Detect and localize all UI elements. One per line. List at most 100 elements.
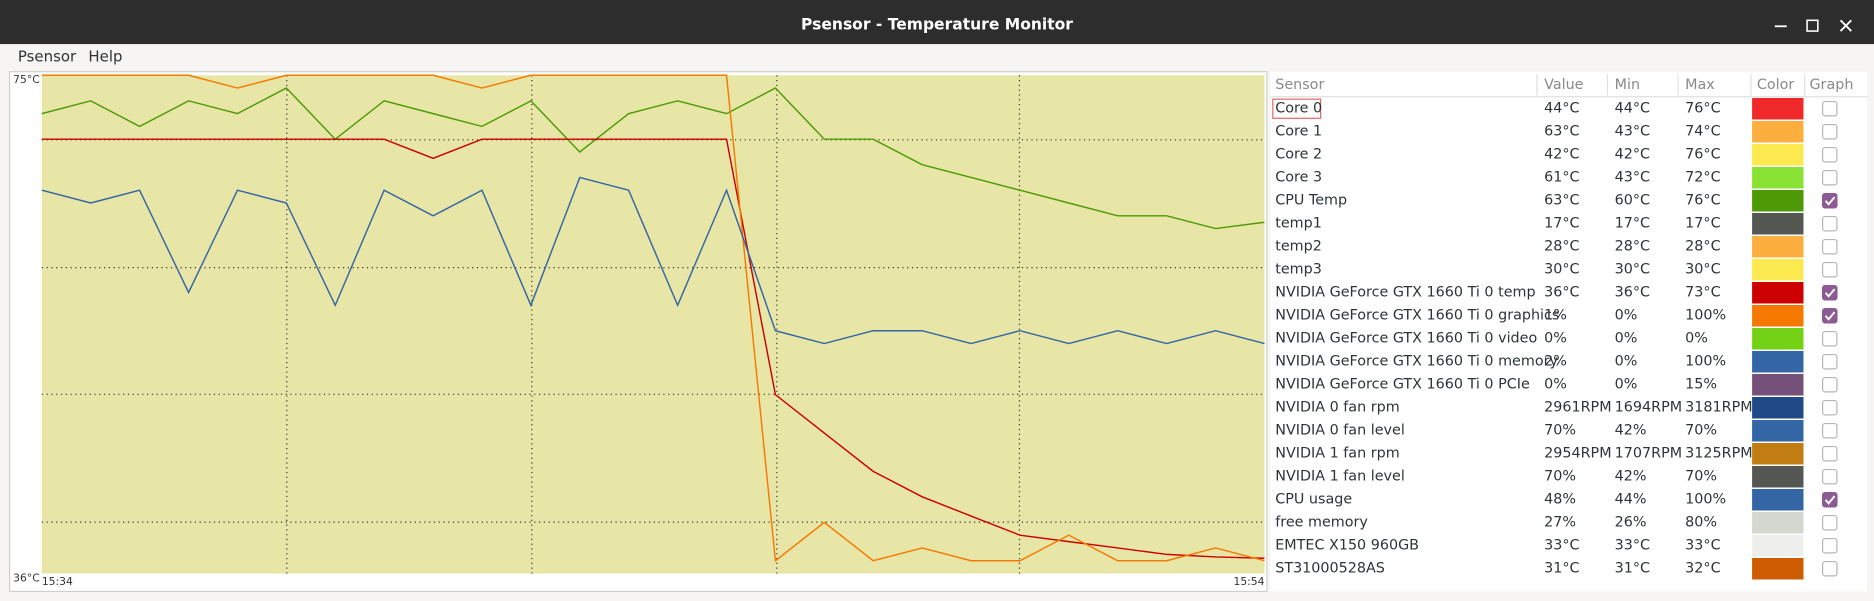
sensor-max: 73°C — [1685, 285, 1720, 301]
sensor-name[interactable]: free memory — [1275, 515, 1368, 531]
sensor-max: 100% — [1685, 354, 1726, 370]
graph-checkbox[interactable] — [1822, 399, 1838, 416]
column-header[interactable]: Sensor — [1275, 77, 1324, 93]
sensor-min: 0% — [1615, 377, 1638, 393]
color-swatch[interactable] — [1752, 97, 1804, 120]
sensor-value: 63°C — [1544, 124, 1579, 140]
sensor-name[interactable]: NVIDIA GeForce GTX 1660 Ti 0 temp — [1275, 285, 1535, 301]
graph-checkbox[interactable] — [1822, 353, 1838, 370]
color-swatch[interactable] — [1752, 396, 1804, 419]
column-header[interactable]: Max — [1685, 77, 1715, 93]
sensor-name[interactable]: Core 2 — [1275, 147, 1322, 163]
color-swatch[interactable] — [1752, 304, 1804, 327]
sensor-name[interactable]: NVIDIA GeForce GTX 1660 Ti 0 video — [1275, 331, 1537, 347]
sensor-name[interactable]: NVIDIA 1 fan level — [1275, 469, 1405, 485]
graph-checkbox[interactable] — [1822, 261, 1838, 278]
graph-checkbox[interactable] — [1822, 146, 1838, 163]
close-button[interactable] — [1839, 19, 1852, 32]
color-swatch[interactable] — [1752, 281, 1804, 304]
sensor-name[interactable]: NVIDIA 0 fan rpm — [1275, 400, 1399, 416]
graph-checkbox[interactable] — [1822, 560, 1838, 577]
column-header[interactable]: Value — [1544, 77, 1584, 93]
sensor-value: 0% — [1544, 377, 1567, 393]
sensor-name[interactable]: temp3 — [1275, 262, 1322, 278]
graph-checkbox[interactable] — [1822, 100, 1838, 117]
graph-checkbox[interactable] — [1822, 330, 1838, 347]
graph-checkbox[interactable] — [1822, 307, 1838, 324]
color-swatch[interactable] — [1752, 350, 1804, 373]
sensor-max: 100% — [1685, 308, 1726, 324]
color-swatch[interactable] — [1752, 143, 1804, 166]
graph-checkbox[interactable] — [1822, 215, 1838, 232]
column-header[interactable]: Graph — [1809, 77, 1853, 93]
color-swatch[interactable] — [1752, 189, 1804, 212]
graph-line — [41, 74, 1265, 563]
sensor-name[interactable]: temp2 — [1275, 239, 1322, 255]
sensor-max: 33°C — [1685, 538, 1720, 554]
focus-outline — [1272, 98, 1322, 119]
sensor-name[interactable]: NVIDIA 1 fan rpm — [1275, 446, 1399, 462]
sensor-max: 0% — [1685, 331, 1708, 347]
sensor-max: 28°C — [1685, 239, 1720, 255]
sensor-name[interactable]: NVIDIA 0 fan level — [1275, 423, 1405, 439]
sensor-name[interactable]: NVIDIA GeForce GTX 1660 Ti 0 PCIe — [1275, 377, 1530, 393]
graph-checkbox[interactable] — [1822, 284, 1838, 301]
graph-checkbox[interactable] — [1822, 238, 1838, 255]
sensor-name[interactable]: NVIDIA GeForce GTX 1660 Ti 0 memory — [1275, 354, 1558, 370]
color-swatch[interactable] — [1752, 120, 1804, 143]
color-swatch[interactable] — [1752, 166, 1804, 189]
sensor-name[interactable]: CPU usage — [1275, 492, 1352, 508]
sensor-min: 0% — [1615, 354, 1638, 370]
column-header[interactable]: Min — [1615, 77, 1640, 93]
color-swatch[interactable] — [1752, 373, 1804, 396]
color-swatch[interactable] — [1752, 327, 1804, 350]
sensor-max: 70% — [1685, 469, 1717, 485]
sensor-name[interactable]: temp1 — [1275, 216, 1322, 232]
color-swatch[interactable] — [1752, 534, 1804, 557]
graph-checkbox[interactable] — [1822, 422, 1838, 439]
menu-item[interactable]: Psensor — [18, 47, 77, 65]
sensor-name[interactable]: CPU Temp — [1275, 193, 1347, 209]
sensor-min: 28°C — [1615, 239, 1650, 255]
graph-checkbox[interactable] — [1822, 514, 1838, 531]
sensor-name[interactable]: Core 3 — [1275, 170, 1322, 186]
graph-checkbox[interactable] — [1822, 537, 1838, 554]
sensor-name[interactable]: EMTEC X150 960GB — [1275, 538, 1419, 554]
sensor-min: 36°C — [1615, 285, 1650, 301]
color-swatch[interactable] — [1752, 511, 1804, 534]
menu-item[interactable]: Help — [88, 47, 122, 65]
sensor-value: 1% — [1544, 308, 1567, 324]
color-swatch[interactable] — [1752, 258, 1804, 281]
graph-checkbox[interactable] — [1822, 169, 1838, 186]
sensor-name[interactable]: Core 1 — [1275, 124, 1322, 140]
graph-checkbox[interactable] — [1822, 376, 1838, 393]
color-swatch[interactable] — [1752, 488, 1804, 511]
sensor-name[interactable]: NVIDIA GeForce GTX 1660 Ti 0 graphics — [1275, 308, 1559, 324]
sensor-min: 43°C — [1615, 170, 1650, 186]
column-header[interactable]: Color — [1757, 77, 1795, 93]
sensor-min: 60°C — [1615, 193, 1650, 209]
color-swatch[interactable] — [1752, 465, 1804, 488]
x-start-label: 15:34 — [42, 575, 73, 588]
color-swatch[interactable] — [1752, 212, 1804, 235]
graph-checkbox[interactable] — [1822, 192, 1838, 209]
graph-checkbox[interactable] — [1822, 123, 1838, 140]
graph-checkbox[interactable] — [1822, 445, 1838, 462]
sensor-value: 33°C — [1544, 538, 1579, 554]
sensor-min: 42% — [1615, 469, 1647, 485]
checkmark — [1824, 196, 1836, 206]
graph-checkbox[interactable] — [1822, 468, 1838, 485]
graph-line — [41, 176, 1265, 345]
sensor-value: 28°C — [1544, 239, 1579, 255]
maximize-button[interactable] — [1806, 19, 1819, 32]
color-swatch[interactable] — [1752, 442, 1804, 465]
color-swatch[interactable] — [1752, 419, 1804, 442]
color-swatch[interactable] — [1752, 557, 1804, 580]
sensor-name[interactable]: ST31000528AS — [1275, 561, 1385, 577]
sensor-name[interactable]: Core 0 — [1275, 101, 1322, 117]
graph-checkbox[interactable] — [1822, 491, 1838, 508]
title-bar — [0, 0, 1874, 45]
color-swatch[interactable] — [1752, 235, 1804, 258]
